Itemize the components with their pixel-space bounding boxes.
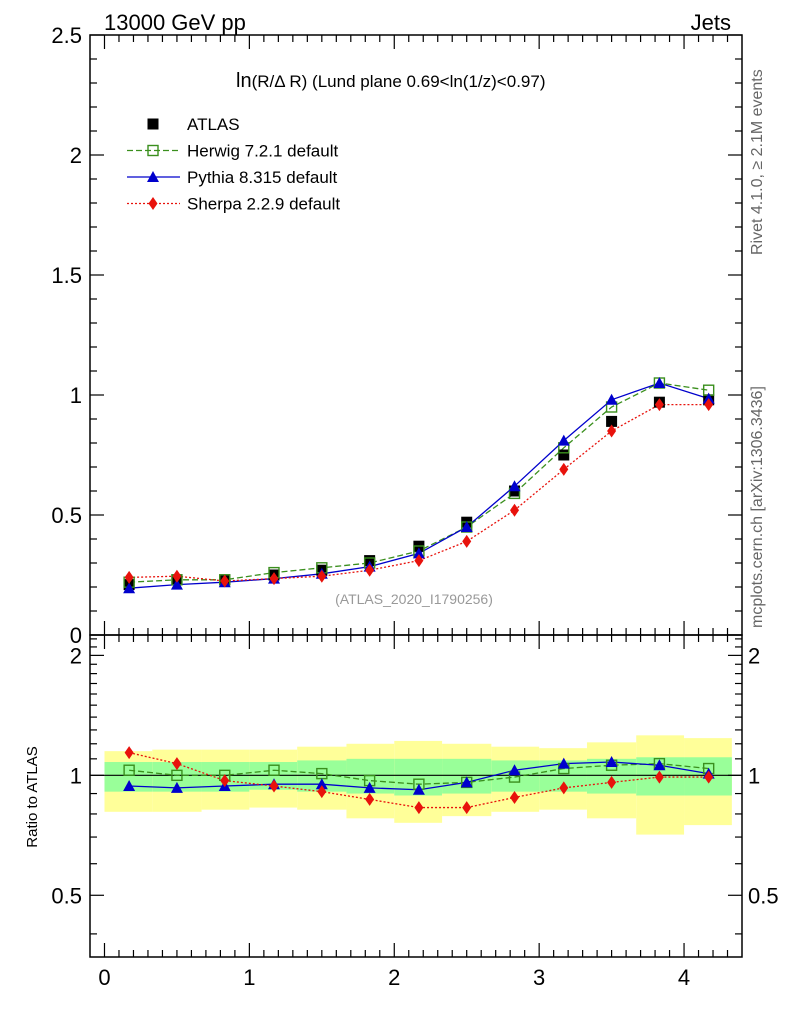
ratio-point-pythia bbox=[653, 759, 666, 771]
mcplots-label: mcplots.cern.ch [arXiv:1306.3436] bbox=[749, 386, 766, 628]
main-point-pythia bbox=[605, 393, 618, 405]
ratio-point-sherpa bbox=[124, 746, 134, 760]
ratio-y-tick-label-right: 2 bbox=[748, 643, 760, 668]
ratio-point-sherpa bbox=[704, 770, 714, 784]
ratio-point-herwig bbox=[268, 764, 280, 776]
plot-title-rest: (R/Δ R) (Lund plane 0.69<ln(1/z)<0.97) bbox=[252, 72, 546, 91]
ratio-point-pythia bbox=[363, 781, 376, 793]
ratio-point-pythia bbox=[460, 776, 473, 788]
legend-label-pythia: Pythia 8.315 default bbox=[187, 168, 338, 187]
main-point-sherpa bbox=[365, 563, 375, 577]
main-point-sherpa bbox=[172, 569, 182, 583]
ratio-point-sherpa bbox=[654, 770, 664, 784]
plot-title-main: ln bbox=[236, 70, 252, 92]
x-tick-label: 4 bbox=[678, 965, 690, 990]
ratio-y-tick-label-right: 1 bbox=[748, 763, 760, 788]
process-label: Jets bbox=[691, 10, 731, 35]
ratio-point-pythia bbox=[412, 783, 425, 795]
ratio-y-label: Ratio to ATLAS bbox=[24, 746, 41, 847]
ratio-y-tick-label: 0.5 bbox=[51, 883, 82, 908]
main-y-axis: 0 0.5 1 1.5 2 2.5 bbox=[51, 23, 742, 648]
main-y-tick-label: 1 bbox=[70, 383, 82, 408]
main-y-tick-label: 1.5 bbox=[51, 263, 82, 288]
main-point-sherpa bbox=[124, 570, 134, 584]
ratio-point-pythia bbox=[557, 757, 570, 769]
main-y-tick-label: 2.5 bbox=[51, 23, 82, 48]
ratio-frame bbox=[89, 634, 743, 958]
ratio-point-sherpa bbox=[462, 801, 472, 815]
analysis-watermark: (ATLAS_2020_I1790256) bbox=[335, 591, 493, 607]
x-tick-label: 3 bbox=[533, 965, 545, 990]
main-point-sherpa bbox=[462, 534, 472, 548]
ratio-point-sherpa bbox=[317, 785, 327, 799]
main-point-pythia bbox=[460, 521, 473, 532]
main-y-tick-label: 2 bbox=[70, 143, 82, 168]
main-point-sherpa bbox=[607, 424, 617, 438]
ratio-point-sherpa bbox=[220, 774, 230, 788]
main-point-sherpa bbox=[704, 398, 714, 412]
ratio-point-sherpa bbox=[414, 801, 424, 815]
main-point-atlas bbox=[606, 415, 618, 427]
main-point-pythia bbox=[123, 582, 136, 594]
x-tick-label: 1 bbox=[243, 965, 255, 990]
main-point-atlas bbox=[558, 449, 570, 461]
legend-label-herwig: Herwig 7.2.1 default bbox=[187, 142, 338, 161]
ratio-point-sherpa bbox=[559, 781, 569, 795]
ratio-y-tick-label: 1 bbox=[70, 763, 82, 788]
ratio-y-tick-label-right: 0.5 bbox=[748, 883, 779, 908]
ratio-point-herwig bbox=[171, 769, 183, 782]
main-point-sherpa bbox=[559, 462, 569, 476]
ratio-point-pythia bbox=[605, 756, 618, 768]
main-point-pythia bbox=[508, 480, 521, 492]
x-tick-label: 2 bbox=[388, 965, 400, 990]
ratio-y-axis: 0.5 0.5 1 1 2 2 bbox=[51, 638, 779, 935]
rivet-version-label: Rivet 4.1.0, ≥ 2.1M events bbox=[749, 69, 766, 255]
ratio-band-inner bbox=[491, 760, 540, 792]
legend-marker-sherpa bbox=[148, 197, 158, 210]
main-point-sherpa bbox=[414, 554, 424, 568]
energy-label: 13000 GeV pp bbox=[104, 10, 246, 35]
main-point-sherpa bbox=[654, 398, 664, 412]
ratio-point-pythia bbox=[170, 781, 183, 793]
legend-label-sherpa: Sherpa 2.2.9 default bbox=[187, 195, 340, 214]
ratio-point-sherpa bbox=[172, 757, 182, 771]
ratio-y-tick-label: 2 bbox=[70, 643, 82, 668]
ratio-point-pythia bbox=[315, 778, 328, 790]
main-point-pythia bbox=[557, 434, 570, 446]
main-point-sherpa bbox=[510, 503, 520, 517]
legend-marker-pythia bbox=[147, 171, 159, 182]
plot-title: ln(R/Δ R) (Lund plane 0.69<ln(1/z)<0.97) bbox=[236, 70, 545, 92]
ratio-band-inner bbox=[442, 758, 492, 794]
x-axis: 0 1 2 3 4 bbox=[98, 635, 729, 990]
main-point-sherpa bbox=[269, 572, 279, 586]
legend-marker-herwig bbox=[147, 144, 159, 157]
ratio-point-sherpa bbox=[365, 792, 375, 806]
main-point-sherpa bbox=[220, 574, 230, 588]
main-point-pythia bbox=[412, 547, 425, 559]
main-y-tick-label: 0 bbox=[70, 623, 82, 648]
main-panel: ln(R/Δ R) (Lund plane 0.69<ln(1/z)<0.97)… bbox=[51, 23, 743, 648]
legend: ATLAS Herwig 7.2.1 default Pythia 8.315 de… bbox=[127, 115, 340, 214]
x-tick-label: 0 bbox=[98, 965, 110, 990]
ratio-point-sherpa bbox=[269, 779, 279, 793]
main-point-pythia bbox=[170, 578, 183, 590]
legend-label-atlas: ATLAS bbox=[187, 115, 240, 134]
main-y-tick-label: 0.5 bbox=[51, 503, 82, 528]
main-point-pythia bbox=[653, 377, 666, 388]
ratio-point-sherpa bbox=[510, 790, 520, 804]
ratio-point-pythia bbox=[508, 764, 521, 776]
ratio-panel: 0.5 0.5 1 1 2 2 0 1 2 3 4 Ratio to ATLAS bbox=[24, 634, 779, 990]
ratio-point-herwig bbox=[123, 764, 135, 776]
legend-marker-atlas bbox=[147, 118, 159, 130]
main-point-sherpa bbox=[317, 569, 327, 583]
ratio-point-sherpa bbox=[607, 775, 617, 789]
ratio-point-pythia bbox=[123, 780, 136, 792]
